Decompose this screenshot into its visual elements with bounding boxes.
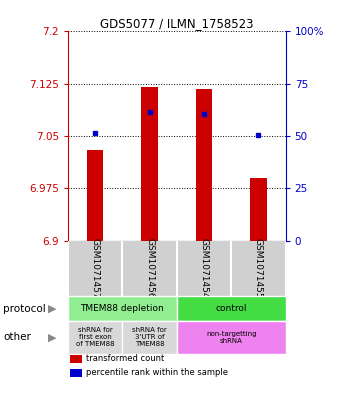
Text: other: other [3, 332, 31, 342]
Text: GSM1071455: GSM1071455 [254, 238, 263, 299]
Text: percentile rank within the sample: percentile rank within the sample [86, 369, 228, 377]
Text: ▶: ▶ [49, 304, 57, 314]
Text: GSM1071454: GSM1071454 [200, 238, 208, 299]
Bar [177, 296, 286, 321]
Text: shRNA for
first exon
of TMEM88: shRNA for first exon of TMEM88 [76, 327, 115, 347]
Text: GSM1071457: GSM1071457 [91, 238, 100, 299]
Text: TMEM88 depletion: TMEM88 depletion [81, 304, 164, 313]
Bar [250, 178, 267, 241]
Text: ▶: ▶ [49, 332, 57, 342]
Bar [177, 321, 286, 354]
Text: shRNA for
3'UTR of
TMEM88: shRNA for 3'UTR of TMEM88 [132, 327, 167, 347]
Text: protocol: protocol [3, 304, 46, 314]
Text: control: control [216, 304, 247, 313]
Bar [122, 321, 177, 354]
Title: GDS5077 / ILMN_1758523: GDS5077 / ILMN_1758523 [100, 17, 254, 30]
Text: non-targetting
shRNA: non-targetting shRNA [206, 331, 256, 344]
Bar [68, 321, 122, 354]
Text: transformed count: transformed count [86, 354, 165, 363]
Text: GSM1071456: GSM1071456 [145, 238, 154, 299]
Bar [87, 150, 103, 241]
Bar [68, 296, 177, 321]
Bar [196, 89, 212, 241]
Bar [70, 369, 82, 377]
Bar [70, 355, 82, 362]
Bar [141, 87, 158, 241]
